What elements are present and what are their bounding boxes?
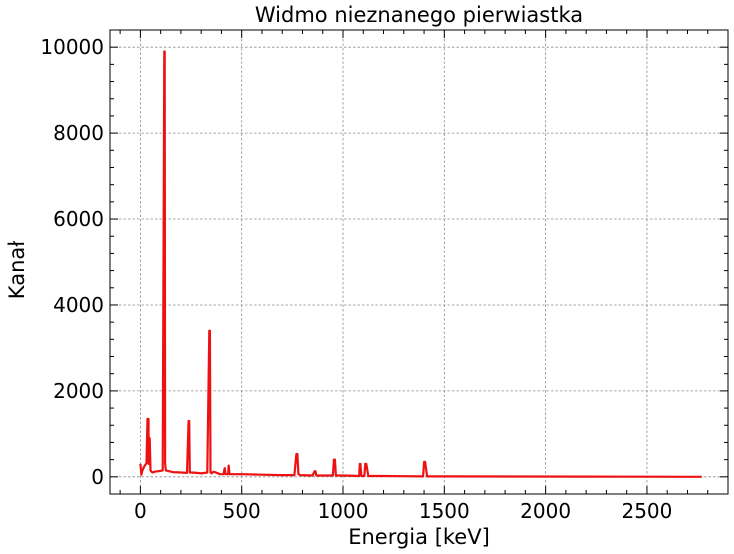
y-tick-label: 2000 [53, 379, 104, 403]
y-tick-label: 10000 [40, 35, 104, 59]
plot-frame [109, 29, 729, 495]
x-tick-label: 0 [134, 499, 147, 523]
axis-ticks [110, 29, 729, 494]
y-tick-label: 8000 [53, 121, 104, 145]
tick-labels: 0 500 1000 1500 2000 2500 0 2000 4000 6000 8000 100… [40, 35, 672, 523]
y-axis-label: Kanał [5, 241, 29, 299]
y-tick-label: 0 [91, 465, 104, 489]
series-layer [139, 50, 702, 478]
x-tick-label: 2000 [520, 499, 571, 523]
x-tick-label: 500 [223, 499, 261, 523]
y-tick-label: 4000 [53, 293, 104, 317]
x-tick-label: 1500 [419, 499, 470, 523]
x-tick-label: 1000 [318, 499, 369, 523]
grid-lines [110, 30, 728, 494]
y-tick-label: 6000 [53, 207, 104, 231]
chart-title: Widmo nieznanego pierwiastka [255, 3, 583, 27]
x-tick-label: 2500 [621, 499, 672, 523]
spectrum-line [139, 50, 702, 478]
x-axis-label: Energia [keV] [348, 525, 490, 549]
